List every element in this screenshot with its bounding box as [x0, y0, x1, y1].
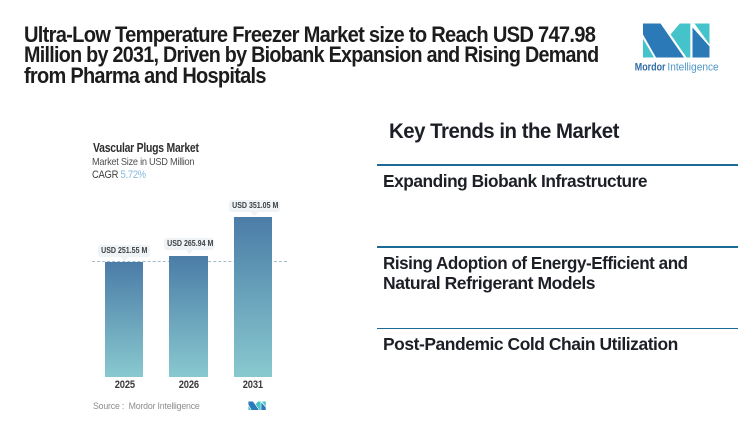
- svg-text:Intelligence: Intelligence: [667, 62, 718, 74]
- svg-text:Mordor: Mordor: [635, 62, 666, 74]
